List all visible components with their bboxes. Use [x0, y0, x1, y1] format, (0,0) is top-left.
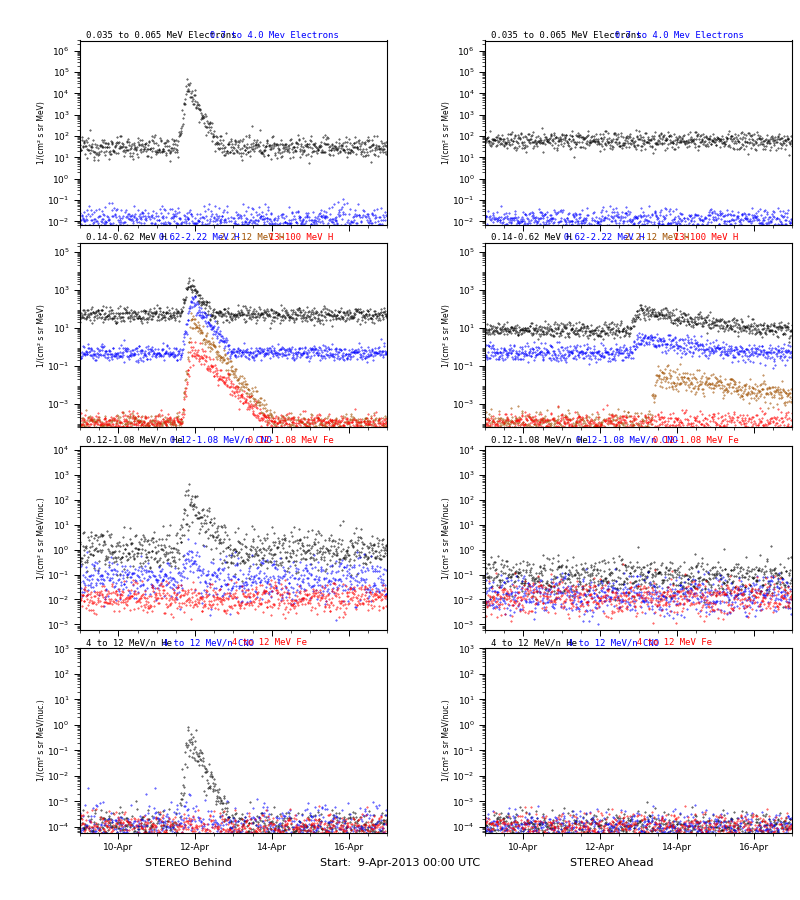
Text: 4 to 12 MeV Fe: 4 to 12 MeV Fe: [626, 638, 712, 647]
Text: STEREO Ahead: STEREO Ahead: [570, 858, 654, 868]
Text: 0.12-1.08 MeV/n CNO: 0.12-1.08 MeV/n CNO: [159, 436, 272, 445]
Text: 13-100 MeV H: 13-100 MeV H: [258, 233, 334, 242]
Text: 4 to 12 MeV/n He: 4 to 12 MeV/n He: [491, 638, 578, 647]
Y-axis label: 1/(cm² s sr MeV/nuc.): 1/(cm² s sr MeV/nuc.): [442, 699, 451, 781]
Text: 13-100 MeV H: 13-100 MeV H: [663, 233, 738, 242]
Text: 0.62-2.22 MeV H: 0.62-2.22 MeV H: [147, 233, 239, 242]
Text: STEREO Behind: STEREO Behind: [145, 858, 231, 868]
Text: 4 to 12 MeV/n He: 4 to 12 MeV/n He: [86, 638, 172, 647]
Text: 0.035 to 0.065 MeV Electrons: 0.035 to 0.065 MeV Electrons: [491, 31, 642, 40]
Text: 4 to 12 MeV/n CNO: 4 to 12 MeV/n CNO: [557, 638, 658, 647]
Text: 0.12-1.08 MeV/n He: 0.12-1.08 MeV/n He: [86, 436, 183, 445]
Text: 4 to 12 MeV Fe: 4 to 12 MeV Fe: [221, 638, 307, 647]
Y-axis label: 1/(cm² s sr MeV): 1/(cm² s sr MeV): [37, 101, 46, 164]
Text: 0.14-0.62 MeV H: 0.14-0.62 MeV H: [491, 233, 572, 242]
Y-axis label: 1/(cm² s sr MeV): 1/(cm² s sr MeV): [442, 101, 451, 164]
Text: 0.12-1.08 MeV/n CNO: 0.12-1.08 MeV/n CNO: [565, 436, 678, 445]
Text: 2.2-12 MeV H: 2.2-12 MeV H: [209, 233, 284, 242]
Text: 0.035 to 0.065 MeV Electrons: 0.035 to 0.065 MeV Electrons: [86, 31, 237, 40]
Text: Start:  9-Apr-2013 00:00 UTC: Start: 9-Apr-2013 00:00 UTC: [320, 858, 480, 868]
Text: 0.62-2.22 MeV H: 0.62-2.22 MeV H: [553, 233, 644, 242]
Text: 0.12-1.08 MeV/n He: 0.12-1.08 MeV/n He: [491, 436, 588, 445]
Text: 0.7 to 4.0 Mev Electrons: 0.7 to 4.0 Mev Electrons: [199, 31, 339, 40]
Text: 0.12-1.08 MeV Fe: 0.12-1.08 MeV Fe: [642, 436, 738, 445]
Y-axis label: 1/(cm² s sr MeV/nuc.): 1/(cm² s sr MeV/nuc.): [442, 497, 451, 579]
Text: 0.7 to 4.0 Mev Electrons: 0.7 to 4.0 Mev Electrons: [605, 31, 744, 40]
Y-axis label: 1/(cm² s sr MeV/nuc.): 1/(cm² s sr MeV/nuc.): [37, 699, 46, 781]
Y-axis label: 1/(cm² s sr MeV/nuc.): 1/(cm² s sr MeV/nuc.): [37, 497, 46, 579]
Text: 2.2-12 MeV H: 2.2-12 MeV H: [614, 233, 690, 242]
Text: 4 to 12 MeV/n CNO: 4 to 12 MeV/n CNO: [151, 638, 254, 647]
Y-axis label: 1/(cm² s sr MeV): 1/(cm² s sr MeV): [442, 304, 451, 366]
Text: 0.12-1.08 MeV Fe: 0.12-1.08 MeV Fe: [237, 436, 334, 445]
Y-axis label: 1/(cm² s sr MeV): 1/(cm² s sr MeV): [37, 304, 46, 366]
Text: 0.14-0.62 MeV H: 0.14-0.62 MeV H: [86, 233, 166, 242]
